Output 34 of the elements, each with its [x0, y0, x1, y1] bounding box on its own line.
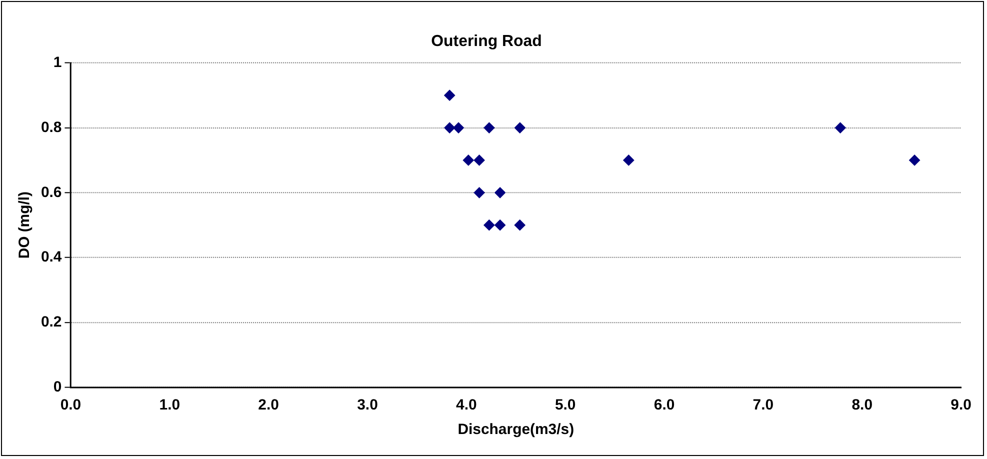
point [484, 220, 495, 231]
y-axis-title: DO (mg/l) [16, 192, 34, 259]
x-tick-label: 4.0 [456, 396, 477, 414]
point [909, 154, 920, 166]
x-tick-label: 7.0 [752, 396, 774, 414]
y-tick-label: 0 [53, 378, 62, 396]
point [514, 122, 526, 134]
point [462, 154, 474, 166]
point [444, 90, 456, 101]
x-tick-label: 6.0 [654, 396, 675, 414]
y-tick-label: 0.8 [40, 118, 62, 136]
point [623, 154, 634, 166]
point [444, 122, 456, 134]
x-tick-label: 5.0 [554, 396, 576, 414]
point [514, 220, 526, 231]
point [484, 122, 495, 134]
point [494, 220, 506, 231]
x-tick-label: 8.0 [852, 396, 873, 414]
point [474, 154, 485, 166]
y-tick-label: 1 [53, 54, 62, 72]
point [494, 187, 506, 198]
point [834, 122, 846, 134]
x-axis-title: Discharge(m3/s) [458, 421, 574, 438]
y-tick-label: 0.6 [40, 184, 62, 201]
y-tick-label: 0.2 [40, 314, 62, 331]
chart-title: Outering Road [431, 32, 542, 50]
x-tick-label: 9.0 [950, 396, 972, 414]
x-tick-label: 0.0 [60, 396, 82, 414]
point [474, 187, 485, 198]
x-tick-label: 3.0 [357, 396, 378, 414]
y-tick-label: 0.4 [40, 248, 62, 266]
point [453, 122, 464, 134]
x-tick-label: 1.0 [159, 396, 180, 414]
x-tick-label: 2.0 [258, 396, 279, 414]
